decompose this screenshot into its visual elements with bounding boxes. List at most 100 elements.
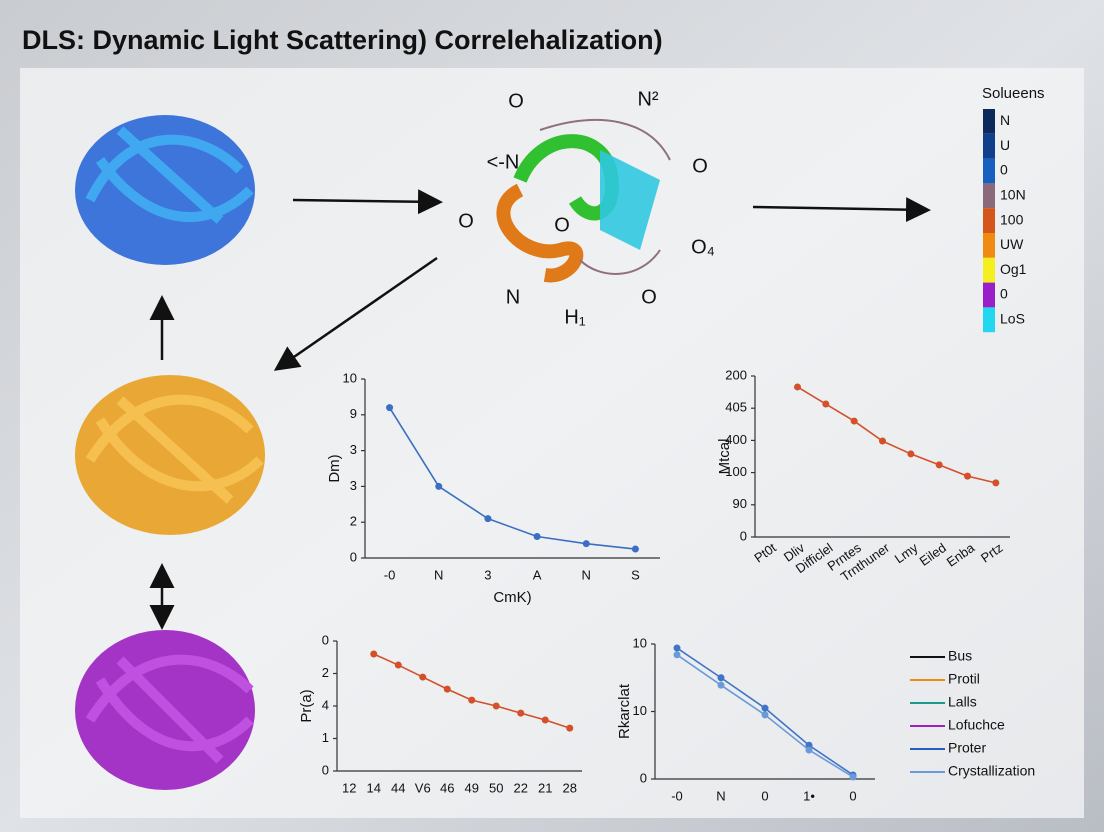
- data-point: [761, 704, 769, 712]
- data-point: [386, 404, 394, 412]
- x-tick-label: N: [434, 567, 443, 582]
- y-tick-label: 0: [322, 632, 329, 647]
- legend-label: Bus: [948, 648, 972, 664]
- y-tick-label: 0: [322, 762, 329, 777]
- colorbar-label: Og1: [1000, 261, 1027, 277]
- colorbar-label: N: [1000, 112, 1010, 128]
- colorbar-swatch: [983, 158, 995, 184]
- y-tick-label: 10: [633, 635, 647, 650]
- y-axis-label: Pr(a): [298, 689, 315, 722]
- data-point: [964, 472, 971, 480]
- x-axis-label: CmK): [493, 589, 531, 606]
- y-tick-label: 9: [350, 406, 357, 421]
- data-point: [370, 650, 378, 658]
- molecule-labels: O N² <-N O O O O₄ N H₁ O: [458, 88, 715, 328]
- colorbar-swatch: [983, 282, 995, 308]
- data-point: [435, 482, 443, 490]
- y-tick-label: 3: [350, 478, 357, 493]
- colorbar-swatch: [983, 208, 995, 233]
- atom-label: O: [641, 286, 657, 308]
- atom-label: N: [506, 286, 520, 308]
- colorbar-label: U: [1000, 137, 1010, 153]
- y-tick-label: 3: [350, 442, 357, 457]
- x-tick-label: V6: [415, 780, 431, 795]
- y-tick-label: 100: [725, 464, 747, 479]
- y-tick-label: 1: [322, 730, 329, 745]
- data-point: [907, 450, 915, 458]
- molecule: [496, 119, 671, 283]
- y-tick-label: 90: [733, 496, 747, 511]
- data-point: [541, 716, 549, 724]
- atom-label: <-N: [487, 151, 520, 173]
- y-tick-label: 400: [725, 432, 747, 447]
- data-point: [394, 661, 402, 669]
- data-point: [443, 685, 451, 693]
- colorbar-title: Solueens: [982, 85, 1045, 102]
- y-tick-label: 4: [322, 697, 329, 712]
- arrows: [149, 189, 931, 630]
- x-tick-label: 0: [761, 788, 768, 803]
- x-tick-label: 21: [538, 780, 552, 795]
- data-point: [673, 651, 681, 659]
- series-line: [388, 407, 636, 550]
- x-tick-label: N: [716, 788, 725, 803]
- atom-label: H₁: [564, 306, 585, 328]
- data-point: [566, 724, 574, 732]
- data-point: [484, 515, 492, 523]
- atom-label: O₄: [691, 236, 715, 258]
- data-point: [717, 674, 725, 682]
- data-point: [761, 711, 769, 719]
- y-axis-label: Rkarclat: [616, 683, 633, 739]
- series-line: [797, 386, 997, 484]
- colorbar-label: LoS: [1000, 311, 1025, 327]
- x-tick-label: 46: [440, 780, 454, 795]
- y-tick-label: 0: [640, 770, 647, 785]
- y-tick-label: 2: [322, 665, 329, 680]
- legend-label: Crystallization: [948, 763, 1035, 779]
- atom-label: O: [458, 210, 474, 232]
- atom-label: N²: [637, 88, 658, 110]
- data-point: [631, 545, 639, 553]
- y-tick-label: 2: [350, 514, 357, 529]
- x-tick-label: 14: [367, 780, 381, 795]
- atom-label: O: [692, 155, 708, 177]
- legend-label: Lalls: [948, 694, 977, 710]
- y-tick-label: 10: [343, 370, 357, 385]
- data-point: [992, 479, 1000, 487]
- x-tick-label: 3: [484, 567, 491, 582]
- x-tick-label: 12: [342, 780, 356, 795]
- x-tick-label: 50: [489, 780, 503, 795]
- data-point: [673, 644, 681, 652]
- protein-orange: [75, 375, 265, 535]
- colorbar-swatch: [983, 133, 995, 159]
- protein-blue: [75, 115, 255, 265]
- data-point: [805, 746, 813, 754]
- colorbar-label: UW: [1000, 236, 1024, 252]
- colorbar-swatch: [983, 183, 995, 209]
- colorbar-label: 100: [1000, 211, 1024, 227]
- y-tick-label: 405: [725, 400, 747, 415]
- data-point: [935, 461, 943, 469]
- x-tick-label: 44: [391, 780, 405, 795]
- x-tick-label: 28: [563, 780, 577, 795]
- data-point: [419, 673, 427, 681]
- colorbar-swatch: [983, 307, 995, 333]
- data-point: [822, 400, 830, 408]
- protein-purple: [75, 630, 255, 790]
- atom-label: O: [508, 90, 524, 112]
- x-tick-label: 1•: [803, 788, 815, 803]
- y-axis-label: Dm): [326, 454, 343, 482]
- colorbar-swatch: [983, 257, 995, 283]
- data-point: [794, 383, 801, 391]
- x-tick-label: -0: [671, 788, 683, 803]
- colorbar: Solueens NU 0 10N 100 UW Og1 0 LoS: [982, 85, 1045, 333]
- data-point: [533, 533, 541, 541]
- data-point: [879, 437, 886, 445]
- data-point: [468, 696, 476, 704]
- title: DLS: Dynamic Light Scattering) Correleha…: [22, 25, 663, 55]
- legend-label: Lofuchce: [948, 717, 1005, 733]
- data-point: [582, 540, 590, 548]
- legend-label: Proter: [948, 740, 986, 756]
- x-tick-label: -0: [384, 567, 396, 582]
